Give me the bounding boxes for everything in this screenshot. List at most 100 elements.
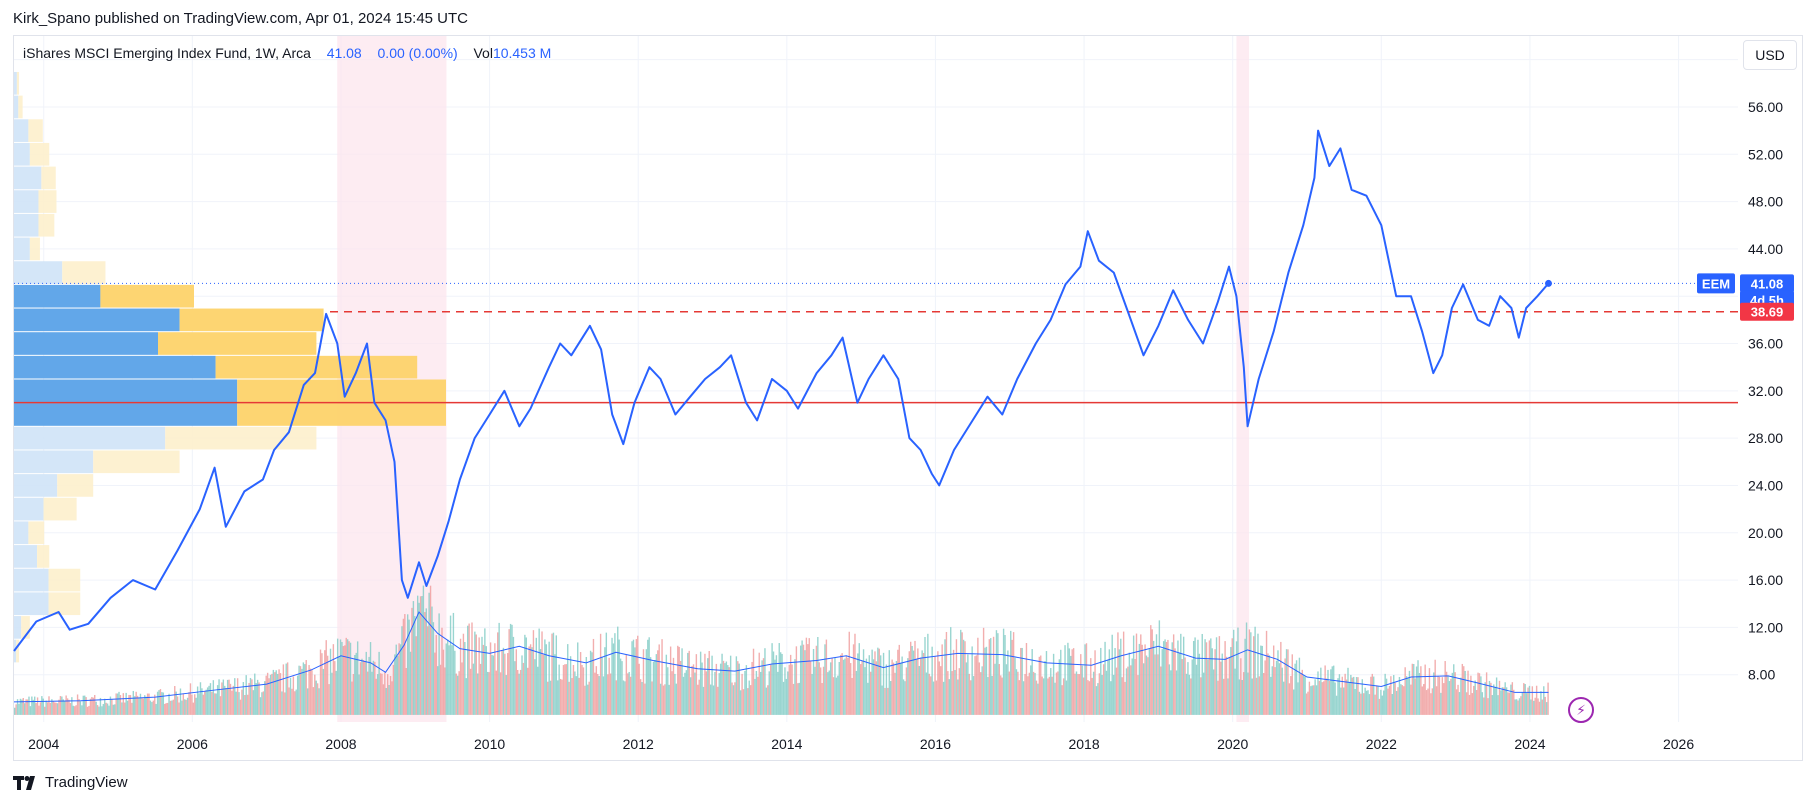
y-tick-label: 48.00 xyxy=(1748,194,1783,210)
volume-bar xyxy=(447,639,449,715)
volume-bar xyxy=(799,645,802,715)
volume-bar xyxy=(336,638,339,715)
volume-bar xyxy=(534,659,536,715)
volume-bar xyxy=(1087,680,1089,715)
volume-bar xyxy=(1361,679,1363,715)
volume-bar xyxy=(1165,641,1168,715)
volume-bar xyxy=(1391,693,1393,715)
volume-bar xyxy=(1120,638,1122,715)
volume-bar xyxy=(1241,680,1243,715)
x-tick-label: 2004 xyxy=(28,736,59,752)
volume-bar xyxy=(1077,673,1079,715)
volume-bar xyxy=(215,693,217,715)
volume-bar xyxy=(1461,663,1464,715)
volume-bar xyxy=(75,705,77,715)
volume-bar xyxy=(95,701,97,715)
volume-bar xyxy=(428,592,430,715)
volume-bar xyxy=(595,666,598,715)
volume-bar xyxy=(108,705,110,715)
volume-bar xyxy=(609,673,612,715)
volume-bar xyxy=(1151,629,1153,715)
currency-button[interactable]: USD xyxy=(1743,40,1797,70)
volume-bar xyxy=(829,662,832,715)
volume-bar xyxy=(1347,667,1349,715)
volume-bar xyxy=(1121,677,1123,715)
volume-bar xyxy=(1525,693,1528,715)
volume-bar xyxy=(436,666,439,715)
y-tick-label: 56.00 xyxy=(1748,99,1783,115)
volume-bar xyxy=(1167,639,1169,715)
volume-bar xyxy=(1531,686,1534,715)
volume-bar xyxy=(229,683,232,715)
volume-bar xyxy=(329,648,332,715)
volume-bar xyxy=(535,637,538,715)
volume-bar xyxy=(891,659,893,715)
vp-row-down xyxy=(179,308,324,332)
y-tick-label: 12.00 xyxy=(1748,619,1783,635)
volume-bar xyxy=(184,699,186,715)
volume-bar xyxy=(69,703,72,715)
volume-bar xyxy=(1081,665,1083,715)
volume-bar xyxy=(1017,671,1019,715)
chart-frame[interactable] xyxy=(13,35,1803,761)
volume-bar xyxy=(419,596,422,715)
volume-bar xyxy=(1444,661,1446,715)
volume-bar xyxy=(342,646,345,715)
volume-bar xyxy=(967,654,969,715)
volume-bar xyxy=(1102,664,1105,715)
volume-bar xyxy=(278,669,280,715)
volume-bar xyxy=(312,687,315,715)
vp-row-down xyxy=(29,142,50,166)
volume-bar xyxy=(922,652,925,715)
volume-bar xyxy=(738,663,740,715)
volume-bar xyxy=(1313,685,1315,715)
volume-bar xyxy=(751,661,753,715)
volume-bar xyxy=(1528,685,1531,715)
volume-bar xyxy=(228,679,230,715)
volume-bar xyxy=(352,674,355,715)
volume-bar xyxy=(104,698,106,715)
volume-bar xyxy=(1180,633,1182,715)
volume-bar xyxy=(432,622,435,715)
volume-bar xyxy=(924,637,926,715)
volume-bar xyxy=(482,644,485,715)
volume-bar xyxy=(1305,693,1308,715)
volume-bar xyxy=(196,686,199,715)
volume-bar xyxy=(1280,641,1282,715)
volume-bar xyxy=(1218,636,1221,715)
volume-bar xyxy=(1068,648,1071,715)
x-tick-label: 2016 xyxy=(920,736,951,752)
volume-bar xyxy=(1388,685,1391,715)
volume-bar xyxy=(548,641,550,715)
volume-bar xyxy=(214,693,216,715)
volume-bar xyxy=(179,688,182,715)
volume-bar xyxy=(848,631,850,715)
volume-bar xyxy=(1115,667,1118,715)
volume-bar xyxy=(1345,679,1348,715)
lightning-icon[interactable]: ⚡ xyxy=(1568,697,1594,723)
volume-bar xyxy=(296,675,299,715)
volume-bar xyxy=(872,659,875,715)
volume-bar xyxy=(1378,698,1381,715)
volume-bar xyxy=(1198,653,1201,715)
volume-bar xyxy=(454,650,456,715)
volume-bar xyxy=(807,644,809,715)
volume-bar xyxy=(61,696,63,715)
volume-bar xyxy=(135,691,137,715)
volume-bar xyxy=(528,646,530,715)
volume-bar xyxy=(867,682,869,715)
volume-bar xyxy=(721,653,723,715)
volume-bar xyxy=(382,684,385,715)
volume-bar xyxy=(1111,634,1113,715)
volume-bar xyxy=(794,659,796,715)
volume-bar xyxy=(814,666,816,715)
volume-bar xyxy=(1317,671,1319,715)
volume-bar xyxy=(1474,680,1476,715)
volume-bar xyxy=(712,685,715,715)
volume-bar xyxy=(1360,693,1362,715)
volume-bar xyxy=(752,648,755,715)
volume-bar xyxy=(934,656,936,715)
volume-bar xyxy=(868,655,870,715)
volume-bar xyxy=(1255,677,1258,715)
